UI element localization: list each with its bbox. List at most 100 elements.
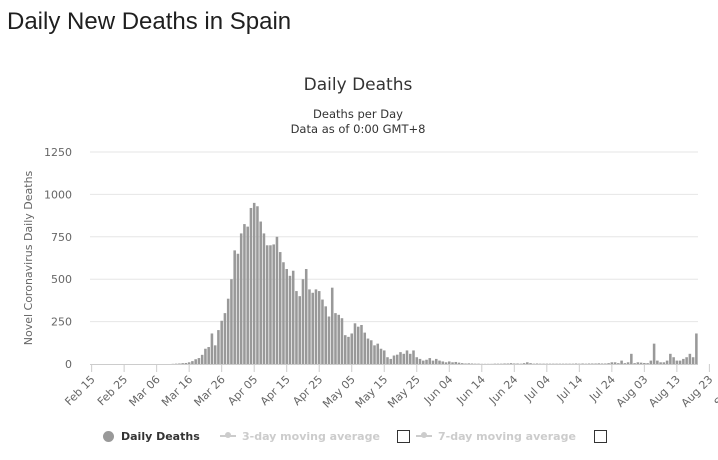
bar (639, 362, 643, 364)
bar (636, 362, 640, 364)
checkbox-3-day-moving-average[interactable] (397, 430, 410, 443)
chart-subtitle-line2: Data as of 0:00 GMT+8 (291, 122, 426, 136)
x-tick-label: Jul 04 (521, 373, 553, 405)
bar (259, 221, 262, 364)
bar (262, 233, 266, 364)
bar (249, 207, 253, 364)
x-tick-label: Aug 03 (614, 373, 651, 410)
bar (454, 361, 458, 364)
bar (656, 360, 659, 364)
bar (669, 353, 672, 364)
bar (321, 299, 324, 364)
bar (652, 343, 656, 364)
bar (425, 359, 428, 364)
x-tick-label: Jun 04 (421, 373, 455, 407)
bar (350, 333, 354, 364)
x-tick-label: Jun 14 (453, 373, 487, 407)
bar (461, 363, 464, 364)
bar (200, 354, 204, 364)
bar (513, 363, 516, 364)
x-tick-label: Aug 23 (679, 373, 716, 410)
x-tick-label: Mar 26 (192, 373, 228, 409)
bar (464, 363, 467, 364)
bar (324, 306, 327, 364)
page-title: Daily New Deaths in Spain (7, 8, 292, 35)
bar (363, 332, 367, 364)
y-tick-label: 0 (65, 358, 72, 371)
bar (633, 363, 636, 364)
legend-marker-icon (103, 430, 114, 442)
bar (415, 357, 419, 364)
bar (405, 350, 409, 364)
bar (395, 354, 399, 364)
x-tick-label: Feb 15 (62, 373, 97, 408)
bar (210, 333, 214, 364)
bar (649, 360, 653, 364)
bar (587, 363, 591, 364)
bar (239, 233, 243, 364)
bar (330, 287, 334, 364)
bar (421, 360, 425, 364)
bar (630, 353, 633, 364)
bar (194, 359, 197, 364)
bar (191, 361, 194, 364)
y-tick-label: 500 (51, 273, 72, 286)
bar (623, 363, 627, 364)
y-tick-label: 1000 (44, 188, 72, 201)
bar (373, 345, 376, 364)
bar (659, 362, 662, 364)
bar (617, 363, 620, 364)
bar (607, 363, 610, 364)
bar (204, 348, 207, 364)
bar (282, 262, 285, 364)
bar (356, 326, 360, 364)
x-tick-label: May 25 (385, 373, 423, 411)
bar (522, 363, 526, 364)
bar (594, 363, 597, 364)
bar (581, 363, 584, 364)
chart-subtitle-line1: Deaths per Day (313, 107, 403, 121)
x-tick-label: Aug 13 (646, 373, 683, 410)
bar (298, 296, 301, 364)
bar (343, 335, 347, 364)
bar (243, 224, 246, 364)
bar (646, 363, 649, 364)
bar (275, 236, 279, 364)
bar (428, 358, 432, 364)
bar (295, 291, 298, 364)
y-tick-label: 1250 (44, 146, 72, 159)
bar (223, 313, 227, 364)
bar (265, 245, 269, 364)
legend-3-day-moving-average[interactable]: 3-day moving average (220, 428, 380, 444)
checkbox-7-day-moving-average[interactable] (594, 430, 607, 443)
bar (340, 318, 344, 364)
y-tick-labels: 0 250 500 750 1000 1250 (44, 146, 72, 371)
legend-7-day-moving-average[interactable]: 7-day moving average (416, 428, 576, 444)
bar (256, 206, 259, 364)
bar (389, 358, 393, 364)
daily-deaths-chart: Daily Deaths Deaths per Day Data as of 0… (22, 75, 718, 411)
bar (252, 202, 256, 364)
bar (220, 320, 223, 364)
bar (197, 358, 201, 364)
x-tick-label: Mar 16 (159, 373, 195, 409)
chart-title: Daily Deaths (304, 75, 413, 95)
bar (626, 362, 630, 364)
bar (184, 362, 188, 364)
bar (217, 330, 220, 364)
bar (438, 360, 441, 364)
bar (643, 362, 646, 364)
legend-daily-deaths[interactable]: Daily Deaths (103, 428, 200, 444)
bar (503, 363, 506, 364)
bar (506, 363, 510, 364)
bars (171, 202, 698, 364)
bar (230, 279, 233, 364)
bar (291, 270, 295, 364)
bar (236, 253, 240, 364)
legend-label: Daily Deaths (121, 429, 200, 443)
bar (178, 363, 181, 364)
bar (379, 348, 383, 364)
x-tick-label: Apr 25 (290, 373, 325, 408)
legend-line-marker-icon (220, 432, 236, 438)
bar (448, 361, 451, 364)
